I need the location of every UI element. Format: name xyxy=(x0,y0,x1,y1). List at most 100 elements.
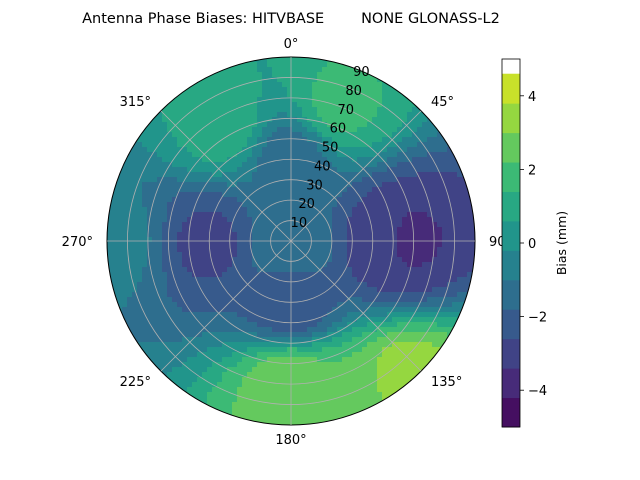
contour-cell xyxy=(287,327,293,333)
contour-cell xyxy=(282,122,288,128)
contour-cell xyxy=(442,272,448,278)
contour-cell xyxy=(392,127,398,133)
contour-cell xyxy=(217,97,223,103)
contour-cell xyxy=(242,97,248,103)
contour-cell xyxy=(387,367,393,373)
contour-cell xyxy=(457,302,463,308)
contour-cell xyxy=(292,202,298,208)
contour-cell xyxy=(252,292,258,298)
contour-cell xyxy=(202,282,208,288)
contour-cell xyxy=(322,302,328,308)
contour-cell xyxy=(217,332,223,338)
contour-cell xyxy=(307,412,313,418)
contour-cell xyxy=(197,282,203,288)
contour-cell xyxy=(397,97,403,103)
contour-cell xyxy=(157,187,163,193)
contour-cell xyxy=(457,197,463,203)
contour-cell xyxy=(382,307,388,313)
contour-cell xyxy=(272,367,278,373)
contour-cell xyxy=(117,282,123,288)
contour-cell xyxy=(422,147,428,153)
contour-cell xyxy=(277,132,283,138)
contour-cell xyxy=(432,287,438,293)
contour-cell xyxy=(397,237,403,243)
contour-cell xyxy=(407,227,413,233)
contour-cell xyxy=(402,262,408,268)
contour-cell xyxy=(317,237,323,243)
contour-cell xyxy=(382,217,388,223)
contour-cell xyxy=(287,262,293,268)
contour-cell xyxy=(192,182,198,188)
contour-cell xyxy=(187,177,193,183)
contour-cell xyxy=(427,277,433,283)
contour-cell xyxy=(307,382,313,388)
contour-cell xyxy=(127,307,133,313)
contour-cell xyxy=(267,422,273,425)
contour-cell xyxy=(272,352,278,358)
colorbar-tick-label: 2 xyxy=(528,163,536,178)
contour-cell xyxy=(302,177,308,183)
contour-cell xyxy=(267,412,273,418)
contour-cell xyxy=(162,232,168,238)
contour-cell xyxy=(342,102,348,108)
contour-cell xyxy=(282,87,288,93)
contour-cell xyxy=(112,267,118,273)
contour-cell xyxy=(462,182,468,188)
contour-cell xyxy=(392,222,398,228)
contour-cell xyxy=(182,377,188,383)
contour-cell xyxy=(277,187,283,193)
contour-cell xyxy=(262,87,268,93)
contour-cell xyxy=(152,287,158,293)
contour-cell xyxy=(157,162,163,168)
contour-cell xyxy=(202,267,208,273)
contour-cell xyxy=(222,322,228,328)
contour-cell xyxy=(382,222,388,228)
colorbar-tick-label: 4 xyxy=(528,90,536,105)
contour-cell xyxy=(307,212,313,218)
contour-cell xyxy=(342,142,348,148)
contour-cell xyxy=(217,117,223,123)
contour-cell xyxy=(432,207,438,213)
contour-cell xyxy=(282,152,288,158)
contour-cell xyxy=(337,307,343,313)
contour-cell xyxy=(202,362,208,368)
contour-cell xyxy=(112,287,118,293)
contour-cell xyxy=(167,367,173,373)
contour-cell xyxy=(277,147,283,153)
contour-cell xyxy=(142,217,148,223)
contour-cell xyxy=(312,177,318,183)
contour-cell xyxy=(427,197,433,203)
colorbar-tick-label: −2 xyxy=(528,311,547,326)
contour-cell xyxy=(167,307,173,313)
contour-cell xyxy=(357,197,363,203)
contour-cell xyxy=(257,272,263,278)
contour-cell xyxy=(332,322,338,328)
contour-cell xyxy=(192,317,198,323)
contour-cell xyxy=(137,332,143,338)
contour-cell xyxy=(172,387,178,393)
contour-cell xyxy=(342,317,348,323)
contour-cell xyxy=(437,172,443,178)
contour-cell xyxy=(177,147,183,153)
contour-cell xyxy=(312,62,318,68)
contour-cell xyxy=(262,322,268,328)
contour-cell xyxy=(427,352,433,358)
contour-cell xyxy=(337,102,343,108)
contour-cell xyxy=(447,327,453,333)
contour-cell xyxy=(362,377,368,383)
contour-cell xyxy=(217,267,223,273)
contour-cell xyxy=(282,387,288,393)
contour-cell xyxy=(362,107,368,113)
contour-cell xyxy=(437,192,443,198)
contour-cell xyxy=(412,192,418,198)
contour-cell xyxy=(252,192,258,198)
contour-cell xyxy=(202,392,208,398)
contour-cell xyxy=(217,257,223,263)
contour-cell xyxy=(302,267,308,273)
contour-cell xyxy=(137,272,143,278)
contour-cell xyxy=(347,372,353,378)
contour-cell xyxy=(422,267,428,273)
contour-cell xyxy=(272,297,278,303)
contour-cell xyxy=(397,207,403,213)
contour-cell xyxy=(377,282,383,288)
